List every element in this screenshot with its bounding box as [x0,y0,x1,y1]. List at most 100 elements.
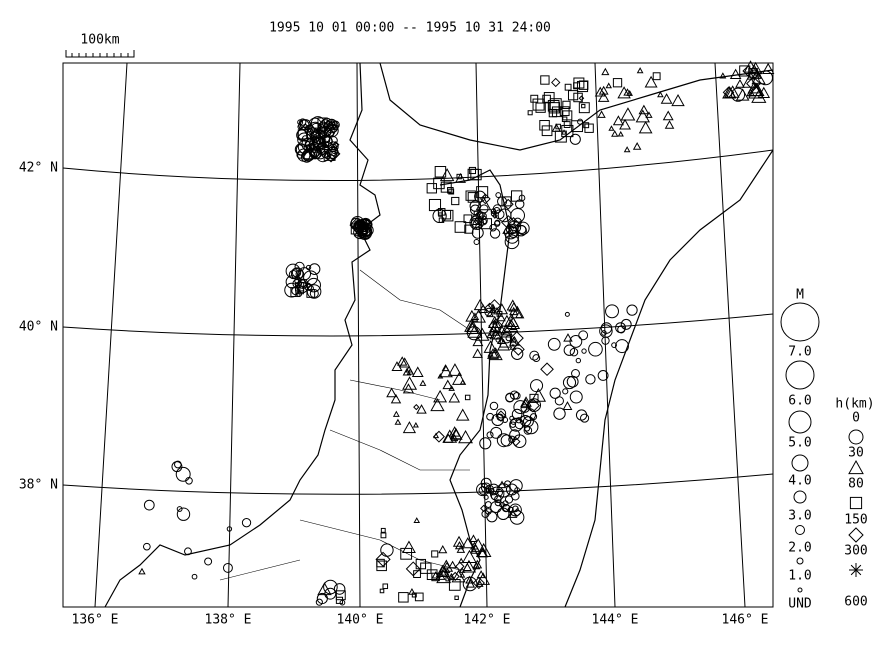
longitude-label: 138° E [205,613,252,628]
epicenter-marker [304,283,313,291]
epicenter-marker [443,433,454,443]
legend-symbol [793,490,807,504]
epicenter-marker [730,87,746,102]
epicenter-marker [543,92,555,103]
epicenter-marker [581,348,587,354]
epicenter-marker [408,588,416,595]
epicenter-marker [563,344,576,356]
epicenter-marker [308,117,322,131]
epicenter-marker [456,173,462,180]
epicenter-marker [509,390,520,400]
epicenter-marker [487,483,500,496]
epicenter-marker [623,146,631,153]
epicenter-marker [742,74,757,88]
epicenter-marker [471,218,480,226]
epicenter-marker [540,362,554,377]
epicenter-marker [324,119,339,134]
epicenter-marker [323,140,330,147]
epicenter-marker [469,534,478,542]
epicenter-marker [391,361,403,371]
epicenter-marker [481,218,487,225]
epicenter-marker [495,192,502,198]
legend-label: 3.0 [788,509,811,524]
epicenter-marker [502,500,509,507]
epicenter-marker [448,579,461,591]
epicenter-marker [467,192,479,203]
epicenter-marker [525,398,540,413]
epicenter-marker [573,92,583,103]
epicenter-marker [438,544,448,554]
epicenter-marker [401,540,416,553]
epicenter-marker [518,194,526,202]
epicenter-marker [432,430,445,443]
epicenter-marker [551,106,563,118]
epicenter-marker [597,91,610,102]
epicenter-marker [636,67,644,74]
epicenter-marker [729,68,742,80]
latitude-label: 40° N [19,320,58,335]
scale-label: 100km [80,33,119,48]
epicenter-marker [635,109,650,123]
epicenter-marker [302,123,309,130]
legend-symbol [848,459,864,475]
epicenter-marker [438,217,445,223]
graticule [62,62,774,608]
legend-label: 0 [852,411,860,426]
epicenter-marker [413,403,420,411]
epicenter-marker [554,130,567,143]
epicenter-marker [566,375,579,388]
epicenter-marker [462,549,477,563]
epicenter-marker [450,434,459,442]
epicenter-marker [580,413,590,423]
longitude-label: 140° E [337,613,384,628]
epicenter-marker [494,209,505,220]
epicenter-marker [416,404,427,414]
epicenter-marker [176,507,191,521]
epicenter-marker [465,579,476,588]
epicenter-marker [452,372,467,385]
epicenter-marker [509,417,524,432]
epicenter-marker [284,282,300,298]
epicenter-marker [519,414,532,427]
epicenter-marker [394,418,402,425]
epicenter-marker [615,339,629,354]
epicenter-marker [758,70,773,86]
epicenter-marker [747,82,764,97]
legend-symbol [795,525,805,535]
epicenter-marker [489,328,502,340]
epicenter-marker [509,331,524,346]
legend-label: 80 [848,477,864,492]
epicenter-marker [530,94,539,103]
epicenter-marker [467,324,483,338]
epicenter-marker [452,535,466,547]
epicenter-marker [439,168,455,182]
epicenter-marker [486,511,498,523]
epicenter-marker [306,284,322,299]
epicenter-marker [476,572,491,585]
epicenter-marker [399,357,411,368]
epicenter-marker [507,217,520,230]
epicenter-marker [626,89,633,96]
epicenter-marker [432,432,440,439]
epicenter-marker [380,543,394,557]
epicenter-marker [598,85,609,95]
epicenter-marker [398,592,409,603]
epicenter-marker [510,305,525,319]
epicenter-marker [578,95,585,102]
epicenter-marker [540,75,550,85]
epicenter-marker [523,426,533,435]
epicenter-marker [226,526,233,532]
epicenter-marker [569,133,581,145]
epicenter-marker [486,412,495,421]
epicenter-marker [571,120,583,133]
legend-symbol [849,496,863,510]
epicenter-marker [472,215,479,222]
epicenter-marker [458,557,465,564]
epicenter-marker [484,501,492,509]
epicenter-marker [506,316,521,330]
epicenter-marker [505,229,520,244]
epicenter-marker [176,506,183,512]
legend-symbol [788,410,812,434]
epicenter-marker [442,379,454,390]
epicenter-marker [405,561,421,577]
